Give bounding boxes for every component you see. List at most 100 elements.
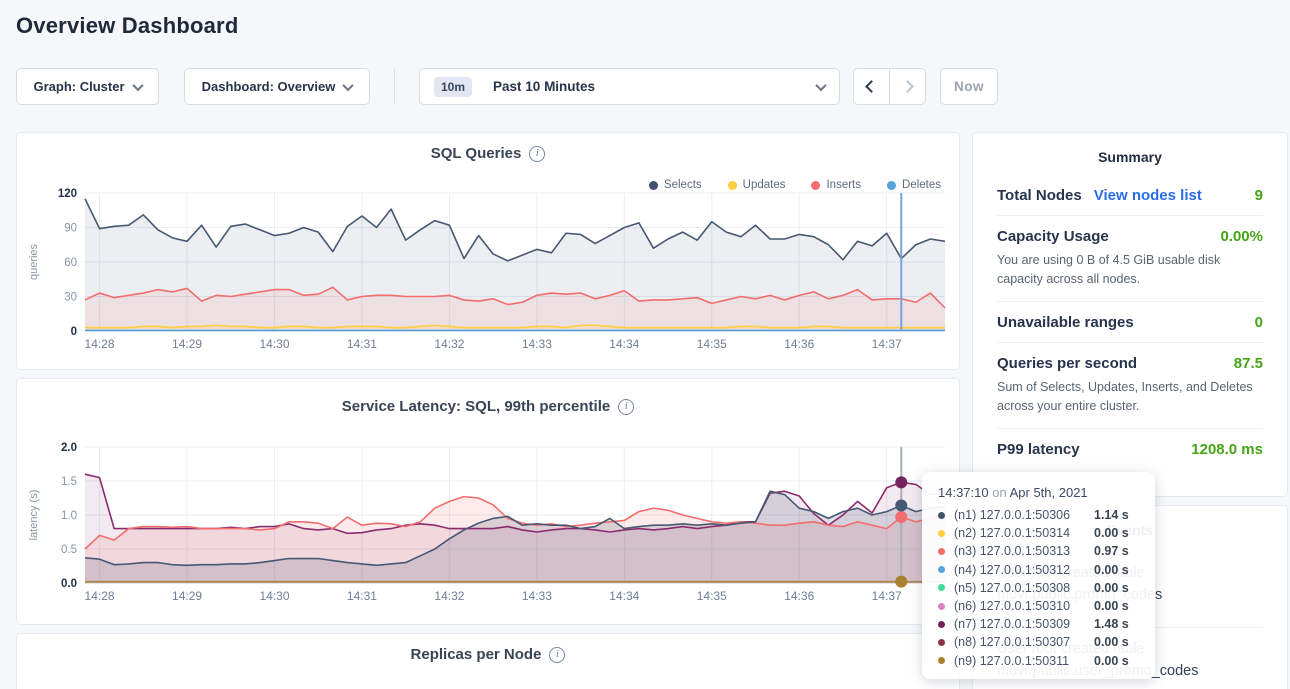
- tooltip-node-value: 0.00 s: [1094, 562, 1129, 577]
- summary-item-label: P99 latency: [997, 440, 1080, 458]
- series-dot-icon: [938, 602, 945, 610]
- time-prev-button[interactable]: [853, 68, 890, 105]
- tooltip-node-value: 1.14 s: [1094, 508, 1129, 523]
- svg-text:14:35: 14:35: [697, 589, 727, 603]
- time-nav-group: [853, 68, 926, 105]
- svg-text:14:31: 14:31: [347, 337, 377, 351]
- svg-text:14:34: 14:34: [609, 337, 639, 351]
- sql-queries-chart[interactable]: 14:28 14:29 14:30 14:31 14:32 14:33 14:34 14:35…: [23, 185, 953, 355]
- svg-text:14:36: 14:36: [784, 337, 814, 351]
- series-dot-icon: [938, 638, 945, 646]
- legend-item: Inserts: [811, 179, 861, 191]
- time-range-dropdown[interactable]: 10m Past 10 Minutes: [419, 68, 840, 105]
- chart-title: Replicas per Node: [410, 646, 542, 663]
- summary-item-head: Total Nodes View nodes list 9: [997, 187, 1263, 204]
- summary-title: Summary: [1098, 149, 1162, 165]
- svg-text:60: 60: [64, 257, 77, 269]
- summary-item-value: 1208.0 ms: [1191, 440, 1263, 458]
- sql-queries-chart-card: SQL Queries i Selects Updates Inserts Delet…: [16, 132, 960, 370]
- time-next-button[interactable]: [889, 68, 926, 105]
- svg-text:14:35: 14:35: [697, 337, 727, 351]
- tooltip-on: on: [992, 485, 1007, 500]
- tooltip-row: (n5) 127.0.0.1:50308 0.00 s: [938, 579, 1139, 597]
- dashboard-dropdown-label: Dashboard: Overview: [201, 79, 336, 94]
- tooltip-node-label: (n6) 127.0.0.1:50310: [954, 599, 1071, 614]
- info-icon[interactable]: i: [529, 145, 546, 162]
- svg-text:14:37: 14:37: [872, 589, 902, 603]
- svg-text:14:30: 14:30: [259, 337, 289, 351]
- series-dot-icon: [938, 529, 945, 537]
- chevron-down-icon: [342, 79, 354, 91]
- summary-panel: Summary Total Nodes View nodes list 9 Capac…: [972, 132, 1288, 497]
- summary-item: Queries per second 87.5 Sum of Selects, Up…: [997, 341, 1263, 428]
- tooltip-node-value: 0.00 s: [1094, 635, 1129, 650]
- svg-text:0.0: 0.0: [61, 578, 77, 590]
- chevron-down-icon: [131, 79, 144, 91]
- tooltip-row: (n6) 127.0.0.1:50310 0.00 s: [938, 597, 1139, 615]
- legend-item: Deletes: [887, 179, 941, 191]
- tooltip-node-label: (n9) 127.0.0.1:50311: [954, 653, 1070, 668]
- svg-text:14:34: 14:34: [609, 589, 639, 603]
- legend-item: Selects: [648, 179, 702, 191]
- toolbar-divider: [394, 69, 395, 104]
- chevron-down-icon: [815, 79, 827, 91]
- legend-dot-icon: [727, 180, 737, 190]
- svg-text:2.0: 2.0: [61, 442, 77, 454]
- chart-legend: Selects Updates Inserts Deletes: [648, 179, 941, 191]
- legend-dot-icon: [648, 180, 658, 190]
- tooltip-node-value: 0.00 s: [1094, 653, 1129, 668]
- svg-text:120: 120: [58, 188, 77, 200]
- info-icon[interactable]: i: [549, 646, 566, 663]
- tooltip-row: (n7) 127.0.0.1:50309 1.48 s: [938, 615, 1139, 633]
- tooltip-node-label: (n3) 127.0.0.1:50313: [954, 544, 1071, 559]
- summary-item-label: Unavailable ranges: [997, 313, 1134, 331]
- summary-item-head: Unavailable ranges 0: [997, 314, 1263, 331]
- time-range-badge: 10m: [434, 76, 473, 97]
- legend-label: Selects: [663, 179, 702, 191]
- service-latency-chart[interactable]: 14:28 14:29 14:30 14:31 14:32 14:33 14:34 14:35…: [23, 439, 953, 607]
- view-nodes-list-link[interactable]: View nodes list: [1093, 187, 1202, 204]
- tooltip-node-value: 0.00 s: [1094, 526, 1129, 541]
- summary-item-label: Queries per second: [997, 354, 1138, 372]
- svg-text:14:28: 14:28: [85, 589, 115, 603]
- tooltip-rows: (n1) 127.0.0.1:50306 1.14 s (n2) 127.0.0.1…: [938, 506, 1139, 670]
- chart-tooltip: 14:37:10 on Apr 5th, 2021 (n1) 127.0.0.1…: [922, 472, 1155, 679]
- summary-items: Total Nodes View nodes list 9 Capacity Usag…: [997, 175, 1263, 469]
- summary-item-value: 87.5: [1233, 354, 1263, 372]
- tooltip-node-value: 0.00 s: [1094, 599, 1129, 614]
- series-dot-icon: [938, 620, 945, 628]
- tooltip-date: Apr 5th, 2021: [1009, 485, 1088, 500]
- summary-item: P99 latency 1208.0 ms: [997, 427, 1263, 469]
- summary-item-label: Capacity Usage: [997, 228, 1109, 245]
- tooltip-node-label: (n5) 127.0.0.1:50308: [954, 580, 1071, 595]
- info-icon[interactable]: i: [618, 398, 635, 415]
- legend-dot-icon: [887, 180, 896, 190]
- summary-item: Capacity Usage 0.00% You are using 0 B of …: [997, 215, 1263, 301]
- legend-label: Inserts: [826, 179, 861, 191]
- summary-item-head: P99 latency 1208.0 ms: [997, 441, 1263, 458]
- dashboard-dropdown[interactable]: Dashboard: Overview: [184, 68, 370, 105]
- svg-text:1.5: 1.5: [61, 476, 77, 488]
- graph-dropdown-label: Graph: Cluster: [33, 79, 125, 94]
- svg-text:14:30: 14:30: [259, 589, 289, 603]
- legend-dot-icon: [811, 180, 821, 190]
- svg-text:30: 30: [64, 292, 77, 304]
- svg-text:90: 90: [64, 223, 77, 235]
- series-dot-icon: [938, 584, 945, 592]
- summary-item-desc: You are using 0 B of 4.5 GiB usable disk…: [997, 253, 1221, 287]
- tooltip-row: (n2) 127.0.0.1:50314 0.00 s: [938, 524, 1139, 542]
- graph-dropdown[interactable]: Graph: Cluster: [16, 68, 159, 105]
- svg-text:14:32: 14:32: [434, 337, 464, 351]
- tooltip-node-value: 0.00 s: [1094, 580, 1129, 595]
- summary-item-head: Capacity Usage 0.00%: [997, 228, 1263, 245]
- legend-label: Deletes: [902, 179, 941, 191]
- series-dot-icon: [938, 511, 945, 519]
- now-button[interactable]: Now: [940, 68, 998, 105]
- chevron-left-icon: [865, 80, 878, 93]
- svg-text:14:37: 14:37: [872, 337, 902, 351]
- tooltip-row: (n1) 127.0.0.1:50306 1.14 s: [938, 506, 1139, 524]
- svg-text:queries: queries: [28, 243, 40, 280]
- series-dot-icon: [938, 657, 945, 665]
- summary-item-desc: Sum of Selects, Updates, Inserts, and De…: [997, 379, 1253, 414]
